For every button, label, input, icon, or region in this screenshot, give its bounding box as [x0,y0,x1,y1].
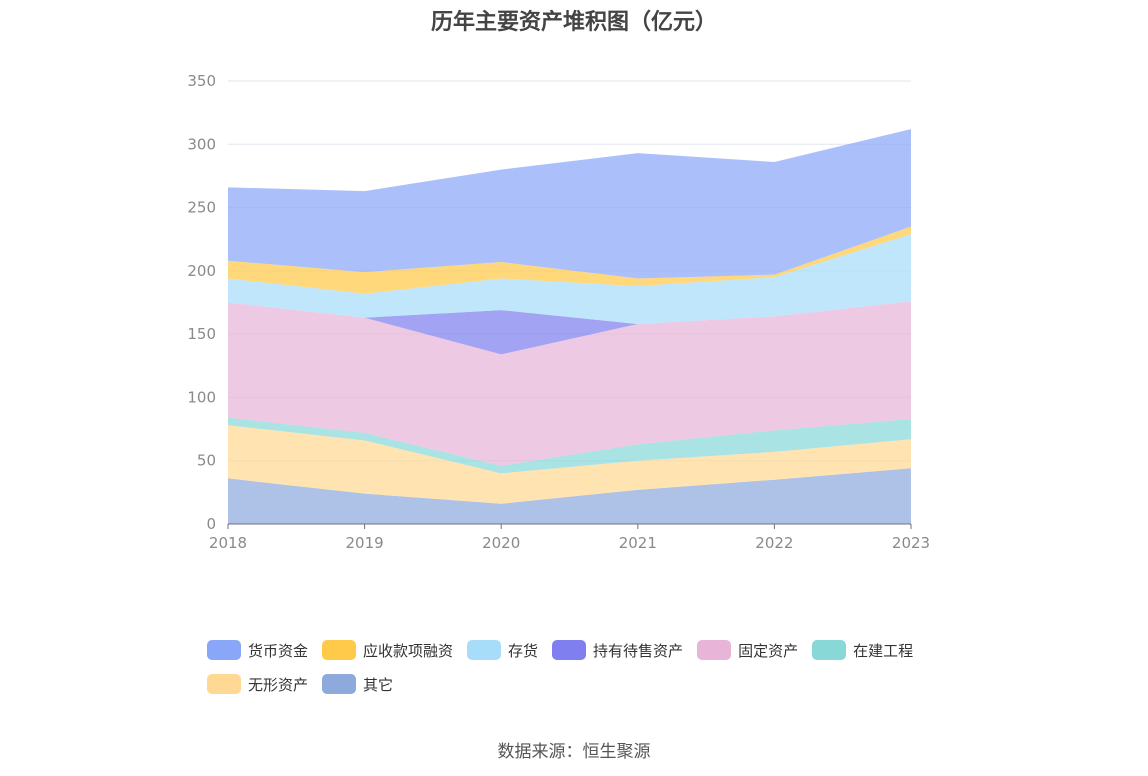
legend-swatch [322,674,357,694]
legend-label: 在建工程 [853,641,914,660]
legend-label: 固定资产 [738,641,799,660]
legend-label: 货币资金 [248,641,309,660]
legend-label: 无形资产 [248,675,309,694]
legend-item[interactable]: 应收款项融资 [322,638,453,662]
y-tick-label: 250 [187,199,216,217]
legend-swatch [322,640,357,660]
y-tick-label: 50 [197,452,216,470]
legend-swatch [207,640,241,660]
legend-item[interactable]: 在建工程 [812,638,913,662]
legend-item[interactable]: 货币资金 [207,638,308,662]
legend-item[interactable]: 无形资产 [207,672,308,696]
legend-label: 存货 [508,641,539,660]
y-tick-label: 300 [187,135,216,153]
area-6 [228,226,911,294]
area-7 [228,129,911,279]
y-tick-label: 100 [187,388,216,406]
legend-item[interactable]: 存货 [467,638,538,662]
x-tick-label: 2021 [619,534,657,552]
x-tick-label: 2019 [346,534,384,552]
legend-item[interactable]: 固定资产 [697,638,798,662]
x-tick-label: 2018 [209,534,247,552]
legend-swatch [552,640,587,660]
area-4 [228,301,911,355]
legend-label: 应收款项融资 [363,641,454,660]
area-3 [228,301,911,466]
axes: 0 50 100 150 200 250 300 350 2018 2019 2020 2021 202… [187,72,930,552]
area-2 [228,417,911,474]
legend-item[interactable]: 其它 [322,672,393,696]
x-tick-label: 2020 [482,534,520,552]
area-0 [228,468,911,524]
y-tick-label: 150 [187,325,216,343]
legend-swatch [812,640,847,660]
y-tick-label: 0 [206,515,216,533]
legend-swatch [697,640,732,660]
chart-title: 历年主要资产堆积图（亿元） [430,10,717,35]
legend-label: 其它 [363,675,394,694]
legend: 货币资金 应收款项融资 存货 持有待售资产 固定资产 在建工程无形资产 其它 [207,638,967,706]
legend-label: 持有待售资产 [593,641,684,660]
x-tick-label: 2023 [892,534,930,552]
x-tick-label: 2022 [755,534,793,552]
legend-swatch [207,674,241,694]
y-tick-label: 350 [187,72,216,90]
area-5 [228,234,911,325]
stacked-area-chart: 0 50 100 150 200 250 300 350 2018 2019 2020 2021 202… [187,72,930,552]
data-source: 数据来源：恒生聚源 [497,742,651,762]
area-series [228,129,911,524]
area-1 [228,425,911,504]
legend-swatch [467,640,502,660]
y-tick-label: 200 [187,262,216,280]
legend-item[interactable]: 持有待售资产 [552,638,683,662]
